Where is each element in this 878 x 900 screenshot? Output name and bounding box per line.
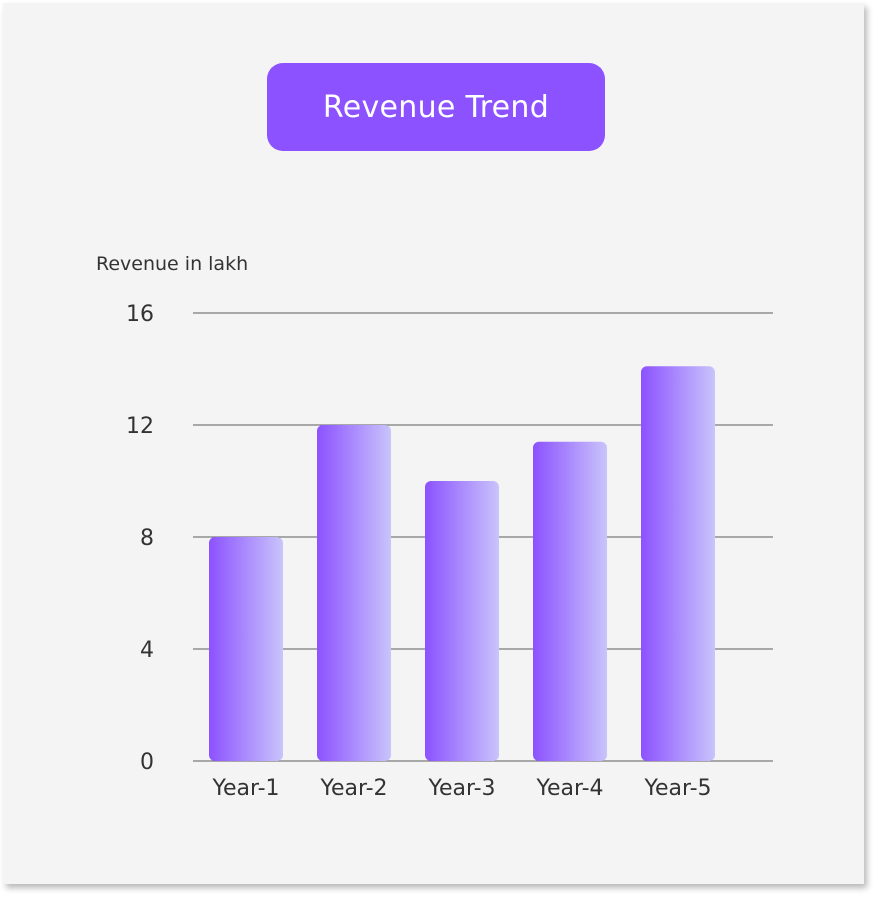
bar-year-2: [317, 425, 391, 761]
y-tick-labels: 0 4 8 12 16: [126, 302, 154, 775]
y-tick-label: 12: [126, 414, 154, 439]
y-axis-label: Revenue in lakh: [96, 253, 249, 275]
y-tick-label: 16: [126, 302, 154, 327]
bars: [209, 366, 715, 761]
bar-year-4: [533, 441, 607, 761]
x-tick-label: Year-3: [427, 776, 495, 801]
x-tick-label: Year-5: [643, 776, 711, 801]
bar-year-3: [425, 481, 499, 761]
bar-year-5: [641, 366, 715, 761]
y-tick-label: 4: [140, 638, 154, 663]
y-tick-label: 0: [140, 750, 154, 775]
bar-year-1: [209, 537, 283, 761]
y-tick-label: 8: [140, 526, 154, 551]
x-tick-label: Year-4: [535, 776, 603, 801]
chart-title: Revenue Trend: [267, 63, 605, 151]
x-tick-label: Year-1: [211, 776, 279, 801]
x-tick-label: Year-2: [319, 776, 387, 801]
x-tick-labels: Year-1 Year-2 Year-3 Year-4 Year-5: [211, 776, 711, 801]
